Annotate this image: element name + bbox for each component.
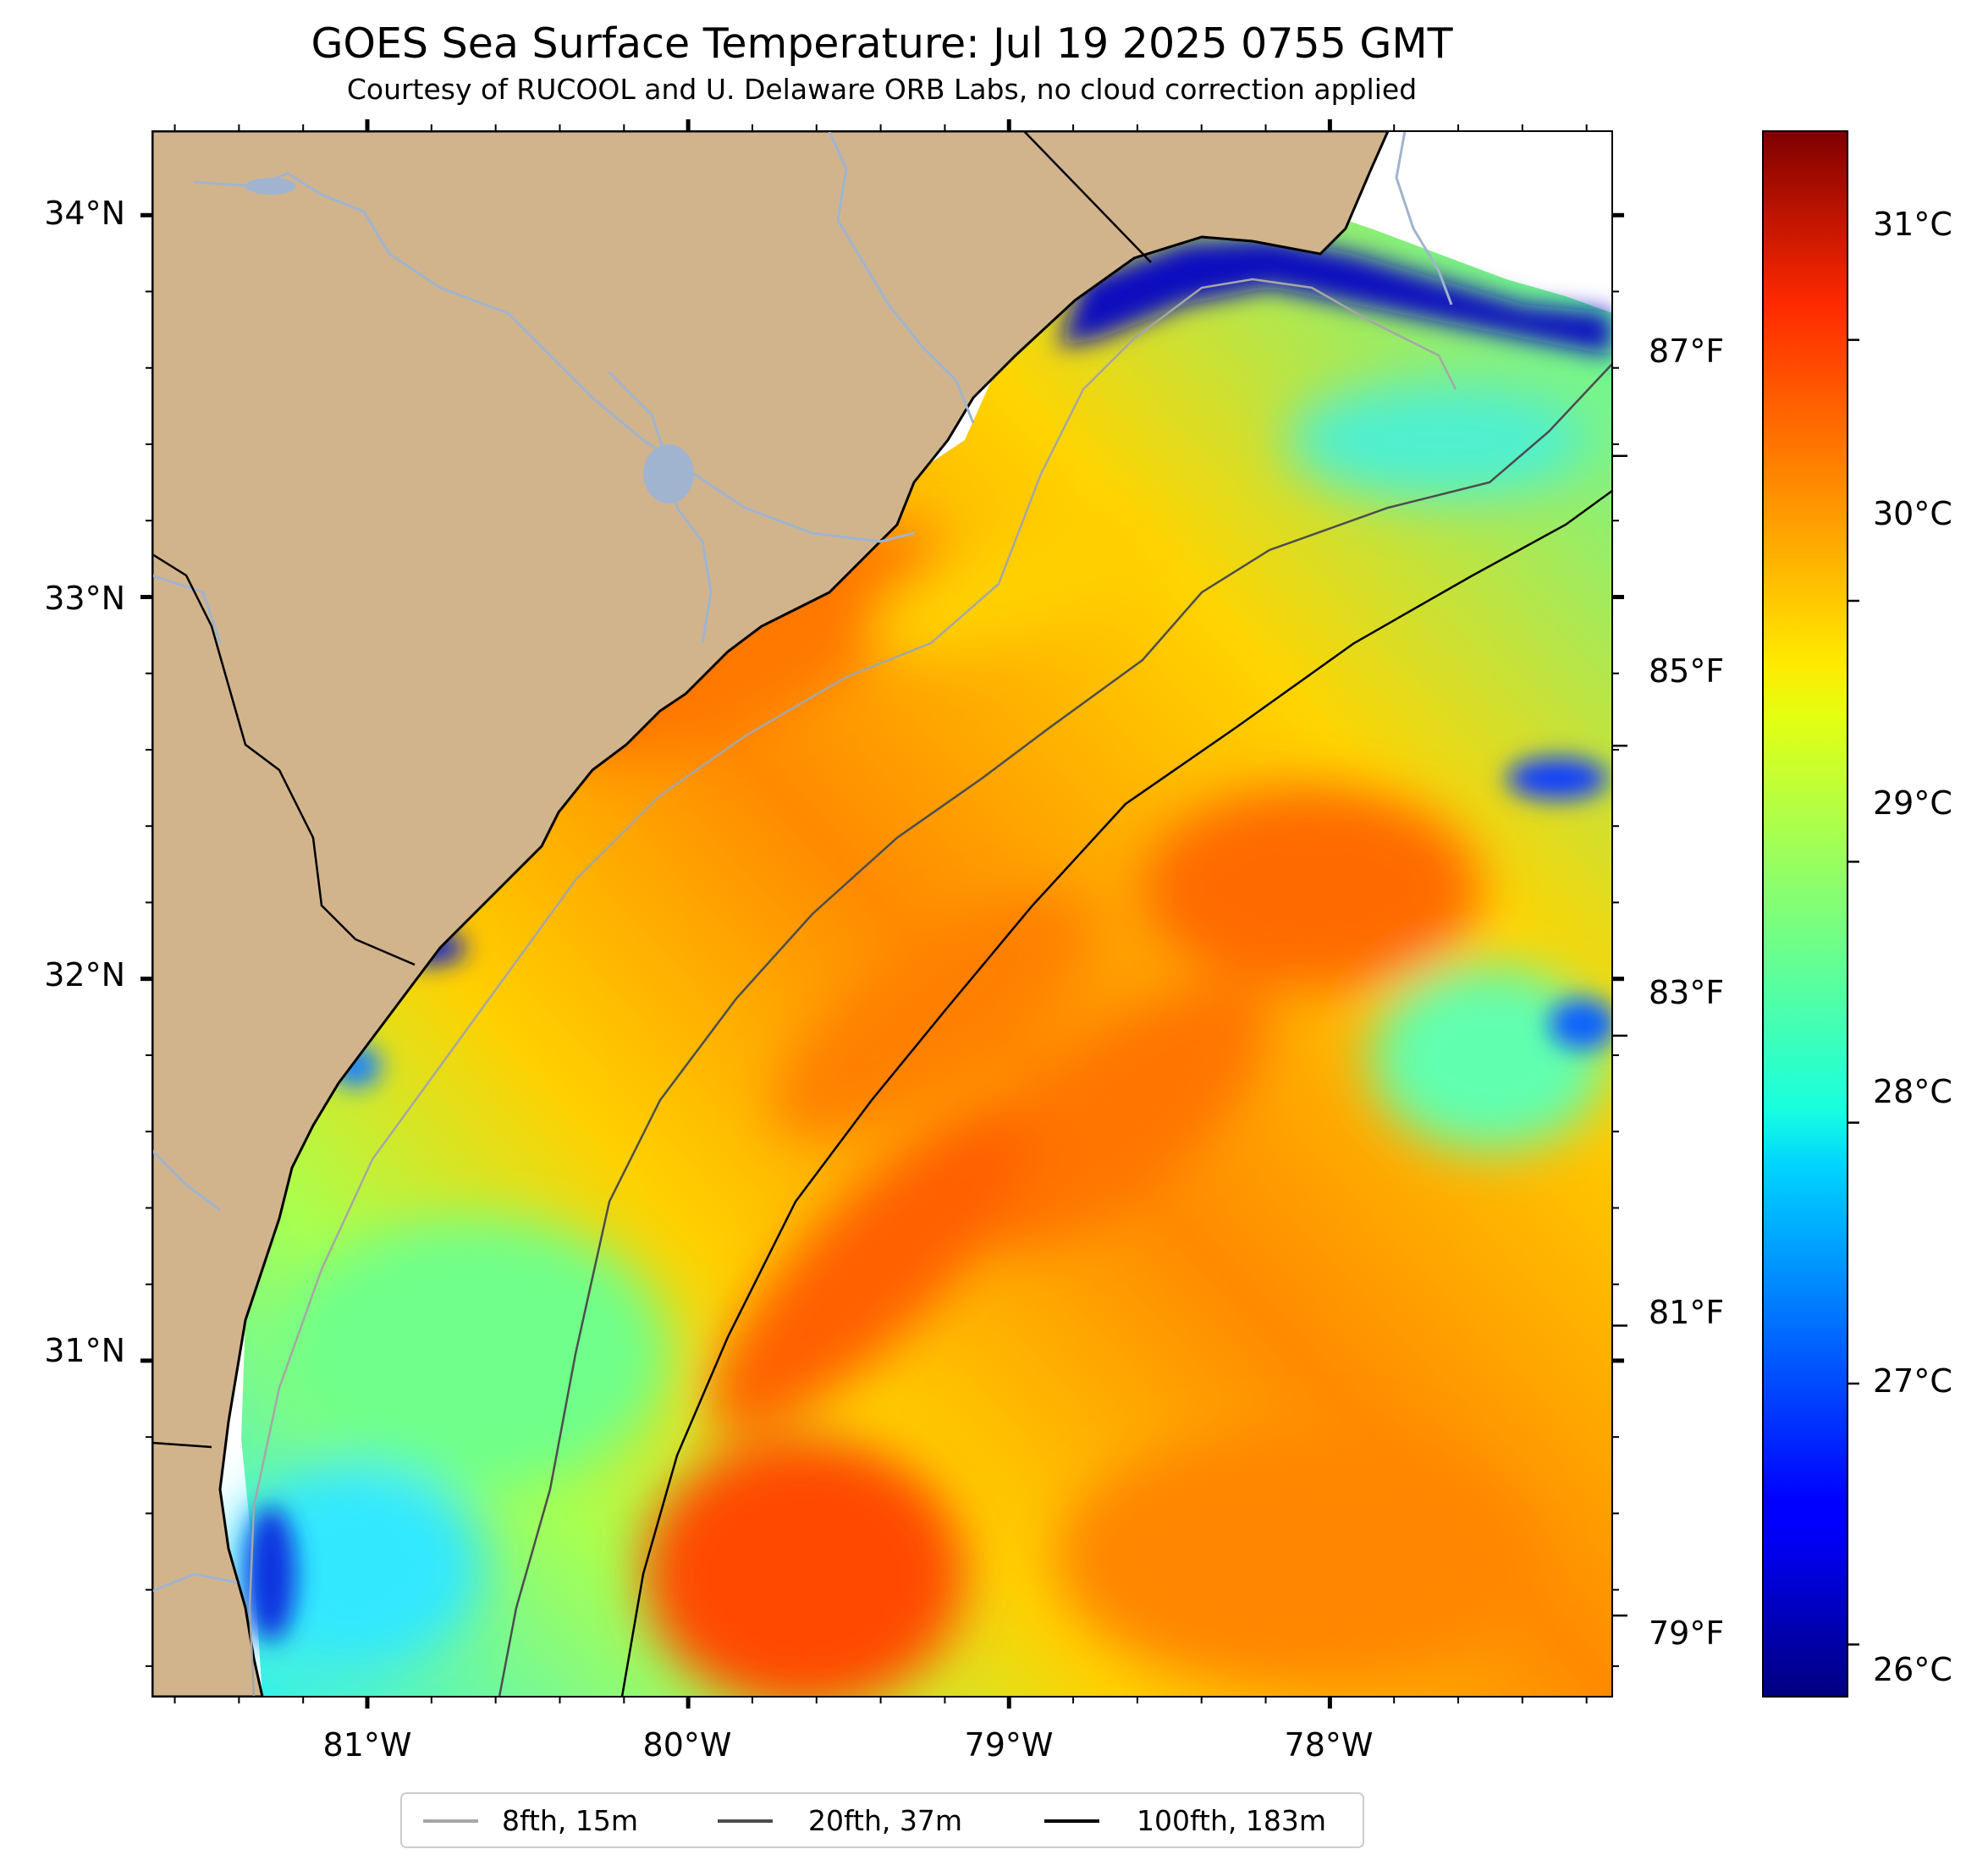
isobath-20fth [498, 363, 1612, 1697]
lake [245, 178, 296, 195]
colorbar-tick-label: 29°C [1873, 784, 1952, 822]
legend-box [400, 1792, 1364, 1848]
colorbar-tick-label: 31°C [1873, 206, 1952, 243]
legend-label-8fth: 8fth, 15m [502, 1804, 638, 1837]
lon-tick-label: 79°W [965, 1726, 1054, 1764]
lat-tick-label: 31°N [44, 1332, 125, 1369]
colorbar-tick-label: 27°C [1873, 1362, 1952, 1400]
fahrenheit-tick-label: 79°F [1649, 1615, 1724, 1652]
colorbar-tick-label: 26°C [1873, 1651, 1952, 1688]
rivers [152, 131, 1453, 1593]
fahrenheit-tick-label: 85°F [1649, 652, 1724, 690]
map-panel [152, 131, 1612, 1697]
legend-label-20fth: 20fth, 37m [808, 1804, 962, 1837]
isobath-8fth [248, 278, 1457, 1697]
lon-tick-label: 80°W [643, 1726, 732, 1764]
boundaries [152, 131, 1152, 1449]
tick-marks [140, 119, 1859, 1709]
fahrenheit-tick-label: 87°F [1649, 333, 1724, 370]
colorbar-gradient [1762, 130, 1848, 1698]
fahrenheit-tick-label: 83°F [1649, 974, 1724, 1011]
colorbar-ticks: 31°C 30°C 29°C 28°C 27°C 26°C [1873, 206, 1952, 1688]
land-mass [152, 131, 1390, 1697]
legend-label-100fth: 100fth, 183m [1137, 1804, 1326, 1837]
legend: 8fth, 15m 20fth, 37m 100fth, 183m [400, 1792, 1364, 1848]
lat-tick-label: 34°N [44, 195, 125, 232]
colorbar: 31°C 30°C 29°C 28°C 27°C 26°C [1762, 130, 1952, 1698]
isobaths [248, 278, 1612, 1697]
lat-axis: 34°N 33°N 32°N 31°N [44, 195, 125, 1369]
lon-axis: 81°W 80°W 79°W 78°W [323, 1726, 1374, 1764]
lake [643, 444, 694, 504]
lon-tick-label: 78°W [1285, 1726, 1374, 1764]
lon-tick-label: 81°W [323, 1726, 412, 1764]
fahrenheit-axis: 87°F 85°F 83°F 81°F 79°F [1649, 333, 1724, 1652]
sst-features [229, 381, 1608, 1697]
colorbar-tick-label: 28°C [1873, 1073, 1952, 1110]
lat-tick-label: 33°N [44, 580, 125, 617]
fahrenheit-tick-label: 81°F [1649, 1294, 1724, 1331]
colorbar-tick-label: 30°C [1873, 495, 1952, 532]
map-frame [151, 130, 1613, 1698]
figure-subtitle: Courtesy of RUCOOL and U. Delaware ORB L… [347, 73, 1417, 106]
figure-title: GOES Sea Surface Temperature: Jul 19 202… [311, 19, 1453, 68]
lat-tick-label: 32°N [44, 956, 125, 993]
isobath-100fth [620, 489, 1612, 1697]
